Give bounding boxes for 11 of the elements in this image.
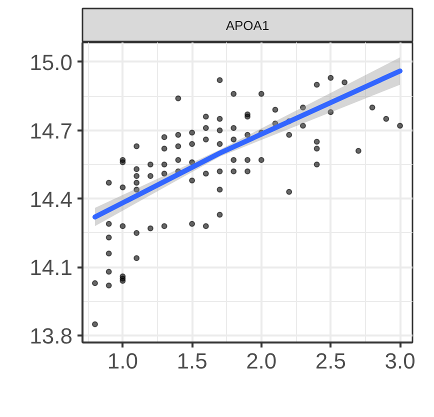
y-tick-label: 14.1 [30, 255, 73, 280]
x-tick-label: 3.0 [384, 348, 416, 374]
chart-title: APOA1 [226, 18, 270, 33]
y-tick-label: 13.8 [30, 324, 73, 349]
x-tick-label: 2.5 [315, 348, 346, 374]
y-tick-label: 14.4 [30, 186, 73, 212]
x-tick-label: 1.0 [107, 348, 138, 374]
x-tick-label: 1.5 [176, 348, 208, 374]
x-tick-label: 2.0 [246, 348, 277, 374]
y-tick-label: 14.7 [30, 118, 73, 144]
y-tick-label: 15.0 [30, 50, 73, 75]
